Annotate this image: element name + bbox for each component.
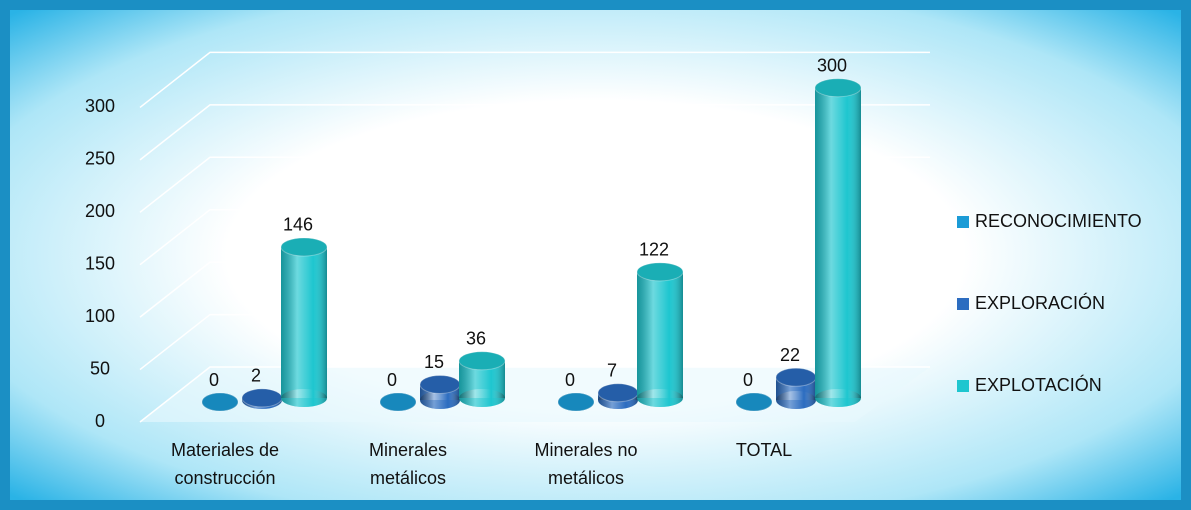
cylinder-shine-bottom — [420, 391, 460, 409]
cylinder-top-shade — [736, 393, 772, 411]
value-label: 15 — [424, 352, 444, 372]
cylinder — [379, 392, 417, 412]
bars: 0 2 146 0 15 36 0 7 122 0 22 300 — [201, 55, 862, 412]
cylinder-top-shade — [815, 78, 861, 97]
cylinder-top-shade — [637, 262, 683, 281]
cylinder-top-shade — [776, 368, 816, 387]
cylinder-shine-bottom — [281, 389, 327, 407]
grid-line — [139, 104, 930, 161]
cylinder-top-shade — [598, 383, 638, 402]
cylinder-top — [735, 392, 773, 412]
x-tick-label: Minerales no metálicos — [534, 440, 638, 488]
legend-swatch — [957, 380, 969, 392]
cylinder-shine-bottom — [637, 389, 683, 407]
background — [10, 10, 1181, 500]
value-label: 22 — [780, 345, 800, 365]
cylinder — [201, 392, 239, 412]
cylinder-top — [280, 237, 328, 257]
cylinder — [775, 367, 817, 409]
cylinder — [735, 392, 773, 412]
grid-line — [139, 261, 930, 318]
cylinder — [419, 374, 461, 409]
cylinder-top — [636, 262, 684, 282]
cylinder-top — [201, 392, 239, 412]
value-label: 36 — [466, 329, 486, 349]
value-label: 7 — [607, 361, 617, 381]
cylinder — [458, 351, 506, 407]
cylinder — [557, 392, 595, 412]
floor — [140, 367, 930, 422]
value-label: 2 — [251, 366, 261, 386]
cylinder — [636, 262, 684, 407]
value-label: 146 — [283, 215, 313, 235]
grid-line — [139, 313, 930, 371]
legend-label: EXPLORACIÓN — [975, 292, 1105, 313]
y-tick-label: 0 — [95, 411, 105, 431]
cylinder-top-shade — [459, 351, 505, 370]
value-label: 122 — [639, 240, 669, 260]
cylinder-top-shade — [242, 388, 282, 407]
cylinder-top-shade — [281, 237, 327, 256]
grid-line — [139, 366, 930, 423]
cylinder — [241, 388, 283, 409]
cylinder-top — [814, 78, 862, 98]
cylinder-top — [557, 392, 595, 412]
grid-line — [139, 51, 930, 109]
value-label: 300 — [817, 55, 847, 75]
cylinder-shine-bottom — [459, 389, 505, 407]
value-label: 0 — [743, 370, 753, 390]
cylinder-shine-bottom — [815, 389, 861, 407]
y-tick-label: 150 — [85, 253, 115, 273]
value-label: 0 — [209, 370, 219, 390]
value-label: 0 — [387, 370, 397, 390]
x-tick-label: Materiales de construcción — [170, 440, 280, 488]
cylinder-shine — [815, 87, 861, 398]
cylinder-top-shade — [420, 375, 460, 394]
value-label: 0 — [565, 370, 575, 390]
cylinder-top-shade — [558, 393, 594, 411]
y-tick-label: 200 — [85, 201, 115, 221]
grid-line — [139, 156, 930, 213]
cylinder-top — [379, 392, 417, 412]
cylinder-top-shade — [202, 393, 238, 411]
cylinder-shine — [281, 246, 327, 398]
cylinder-shine-bottom — [776, 391, 816, 409]
legend-swatch — [957, 216, 969, 228]
cylinder — [814, 78, 862, 407]
x-tick-label: TOTAL — [735, 440, 793, 460]
legend-label: RECONOCIMIENTO — [975, 211, 1142, 231]
y-tick-label: 100 — [85, 306, 115, 326]
cylinder-top-shade — [380, 393, 416, 411]
y-tick-label: 50 — [90, 358, 110, 378]
legend-swatch — [957, 298, 969, 310]
y-tick-label: 250 — [85, 149, 115, 169]
legend-label: EXPLOTACIÓN — [975, 374, 1102, 395]
grid-line — [139, 208, 930, 266]
cylinder — [597, 383, 639, 409]
y-tick-label: 300 — [85, 96, 115, 116]
cylinder — [280, 237, 328, 407]
cylinder-shine — [637, 271, 683, 398]
cylinder-top — [458, 351, 506, 371]
legend: RECONOCIMIENTO EXPLORACIÓN EXPLOTACIÓN — [957, 211, 1142, 395]
x-tick-label: Minerales metálicos — [368, 440, 448, 488]
